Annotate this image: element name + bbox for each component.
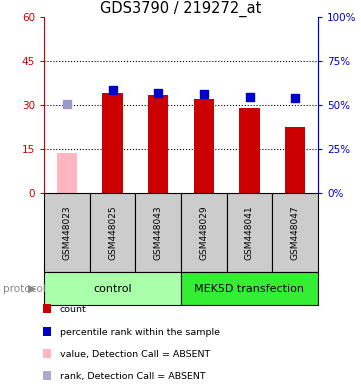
Point bbox=[110, 87, 116, 93]
Bar bbox=[57, 153, 77, 193]
Bar bbox=[43, 371, 51, 380]
Text: ▶: ▶ bbox=[28, 283, 37, 293]
Text: GSM448047: GSM448047 bbox=[291, 205, 300, 260]
Bar bbox=[135, 193, 181, 272]
Bar bbox=[43, 304, 51, 313]
Text: GSM448025: GSM448025 bbox=[108, 205, 117, 260]
Point bbox=[292, 94, 298, 101]
Point bbox=[155, 90, 161, 96]
Bar bbox=[43, 326, 51, 336]
Text: GSM448041: GSM448041 bbox=[245, 205, 254, 260]
Bar bbox=[227, 193, 272, 272]
Bar bbox=[90, 193, 135, 272]
Text: GDS3790 / 219272_at: GDS3790 / 219272_at bbox=[100, 1, 261, 17]
Text: value, Detection Call = ABSENT: value, Detection Call = ABSENT bbox=[60, 350, 210, 359]
Text: protocol: protocol bbox=[3, 283, 46, 293]
Bar bbox=[193, 99, 214, 193]
Bar bbox=[181, 272, 318, 305]
Text: count: count bbox=[60, 306, 86, 314]
Text: control: control bbox=[93, 283, 132, 293]
Bar bbox=[148, 95, 169, 193]
Text: MEK5D transfection: MEK5D transfection bbox=[195, 283, 304, 293]
Text: GSM448043: GSM448043 bbox=[154, 205, 163, 260]
Bar bbox=[239, 108, 260, 193]
Bar bbox=[102, 93, 123, 193]
Point bbox=[64, 101, 70, 107]
Text: GSM448023: GSM448023 bbox=[62, 205, 71, 260]
Bar bbox=[43, 349, 51, 358]
Point bbox=[247, 94, 252, 100]
Bar bbox=[44, 272, 181, 305]
Bar bbox=[44, 193, 90, 272]
Point bbox=[201, 91, 207, 98]
Bar bbox=[285, 127, 305, 193]
Text: percentile rank within the sample: percentile rank within the sample bbox=[60, 328, 219, 337]
Text: rank, Detection Call = ABSENT: rank, Detection Call = ABSENT bbox=[60, 372, 205, 381]
Bar bbox=[272, 193, 318, 272]
Bar bbox=[181, 193, 227, 272]
Text: GSM448029: GSM448029 bbox=[199, 205, 208, 260]
